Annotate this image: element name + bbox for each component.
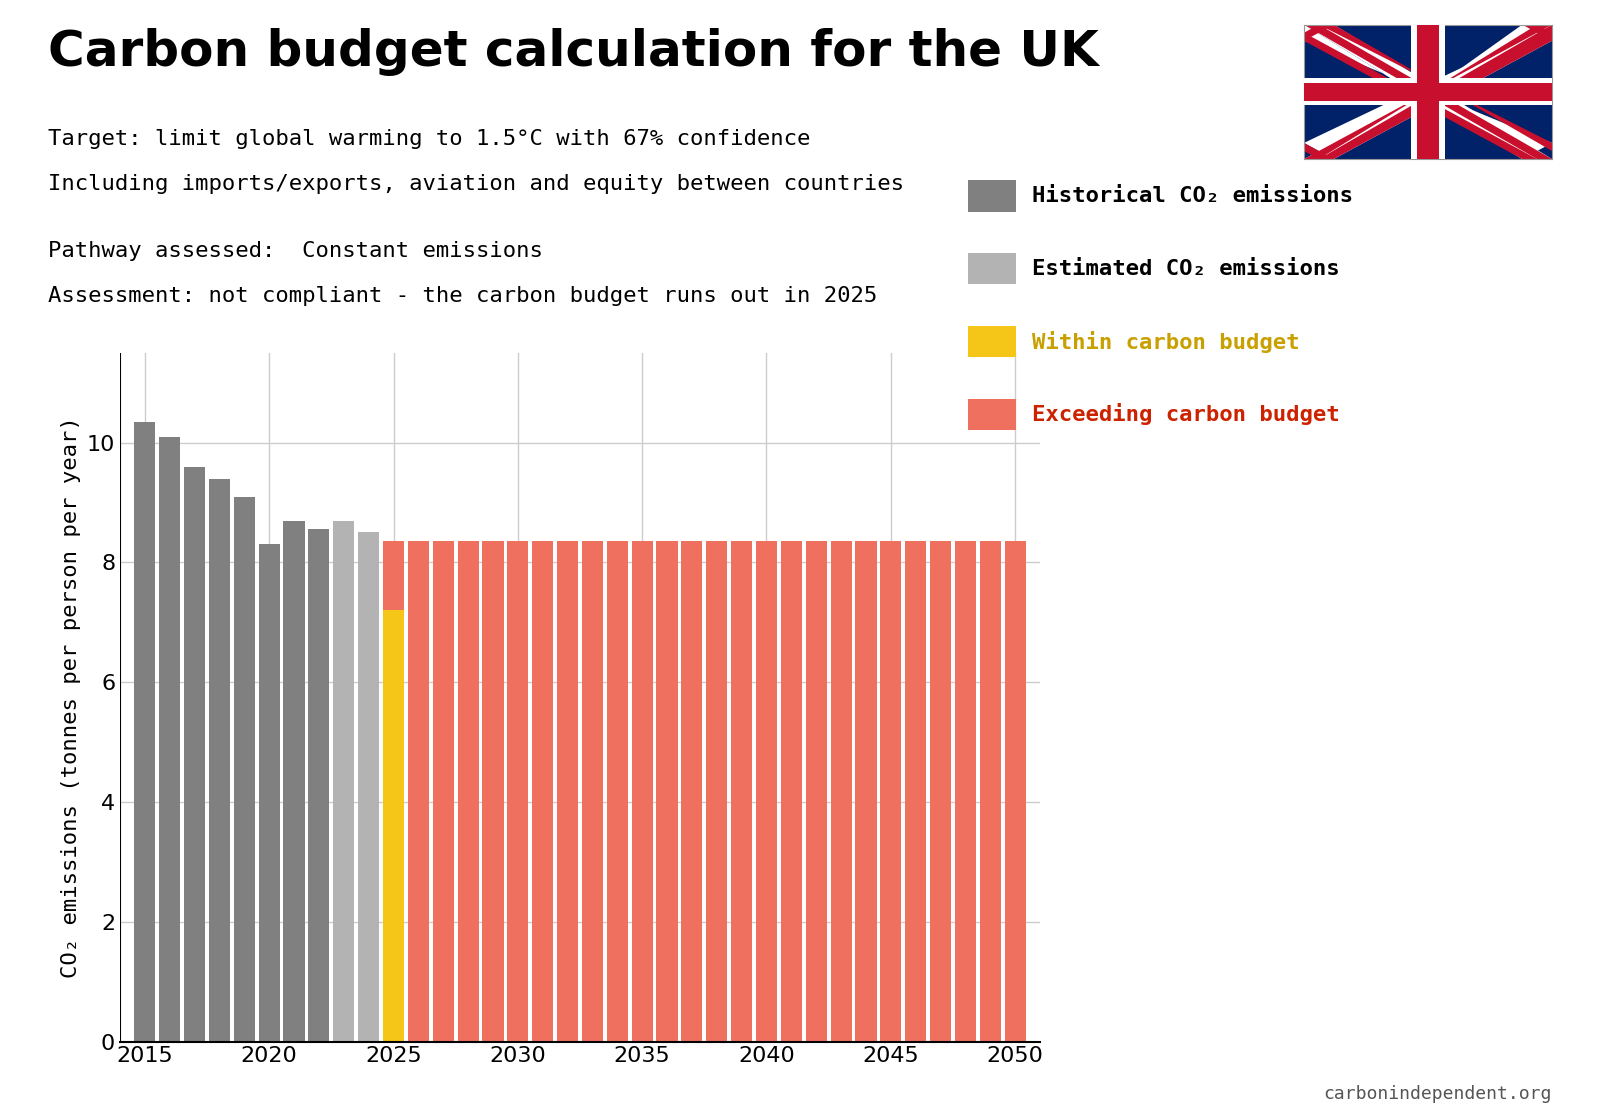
- Bar: [234, 496, 254, 1042]
- Bar: [606, 541, 627, 1042]
- Bar: [806, 541, 827, 1042]
- Text: Historical CO₂ emissions: Historical CO₂ emissions: [1032, 186, 1354, 206]
- Bar: [880, 541, 901, 1042]
- Bar: [333, 521, 354, 1042]
- Bar: [259, 544, 280, 1042]
- Bar: [755, 541, 778, 1042]
- Bar: [134, 421, 155, 1042]
- Bar: [382, 610, 405, 1042]
- Text: Carbon budget calculation for the UK: Carbon budget calculation for the UK: [48, 28, 1099, 76]
- Text: Target: limit global warming to 1.5°C with 67% confidence: Target: limit global warming to 1.5°C wi…: [48, 129, 810, 149]
- Polygon shape: [1304, 25, 1334, 40]
- Polygon shape: [1411, 25, 1445, 159]
- Bar: [731, 541, 752, 1042]
- Bar: [706, 541, 728, 1042]
- Bar: [682, 541, 702, 1042]
- Bar: [830, 541, 851, 1042]
- Bar: [656, 541, 677, 1042]
- Bar: [184, 467, 205, 1042]
- Bar: [309, 530, 330, 1042]
- Polygon shape: [1304, 78, 1552, 105]
- Polygon shape: [1304, 25, 1552, 159]
- Text: carbonindependent.org: carbonindependent.org: [1323, 1085, 1552, 1103]
- Bar: [557, 541, 578, 1042]
- Bar: [382, 541, 405, 610]
- Text: Within carbon budget: Within carbon budget: [1032, 330, 1299, 353]
- Bar: [283, 521, 304, 1042]
- Bar: [507, 541, 528, 1042]
- Text: Pathway assessed:  Constant emissions: Pathway assessed: Constant emissions: [48, 241, 542, 261]
- Bar: [158, 437, 181, 1042]
- Bar: [906, 541, 926, 1042]
- Polygon shape: [1304, 25, 1552, 159]
- Text: Assessment: not compliant - the carbon budget runs out in 2025: Assessment: not compliant - the carbon b…: [48, 286, 877, 306]
- Polygon shape: [1522, 25, 1552, 40]
- Bar: [483, 541, 504, 1042]
- Bar: [210, 478, 230, 1042]
- Bar: [458, 541, 478, 1042]
- Bar: [1005, 541, 1026, 1042]
- Polygon shape: [1304, 25, 1552, 159]
- Y-axis label: CO₂ emissions (tonnes per person per year): CO₂ emissions (tonnes per person per yea…: [61, 417, 82, 978]
- Text: Exceeding carbon budget: Exceeding carbon budget: [1032, 403, 1339, 426]
- Polygon shape: [1304, 25, 1552, 159]
- Polygon shape: [1304, 83, 1552, 101]
- Bar: [955, 541, 976, 1042]
- Bar: [632, 541, 653, 1042]
- Bar: [930, 541, 950, 1042]
- Polygon shape: [1418, 25, 1438, 159]
- Polygon shape: [1304, 32, 1538, 159]
- Bar: [432, 541, 454, 1042]
- Bar: [358, 532, 379, 1042]
- Text: Estimated CO₂ emissions: Estimated CO₂ emissions: [1032, 259, 1339, 279]
- Bar: [582, 541, 603, 1042]
- Bar: [979, 541, 1002, 1042]
- Bar: [781, 541, 802, 1042]
- Bar: [533, 541, 554, 1042]
- Polygon shape: [1318, 25, 1552, 159]
- Bar: [856, 541, 877, 1042]
- Bar: [408, 541, 429, 1042]
- Polygon shape: [1318, 25, 1552, 151]
- Polygon shape: [1304, 143, 1334, 159]
- Polygon shape: [1304, 25, 1552, 159]
- Text: Including imports/exports, aviation and equity between countries: Including imports/exports, aviation and …: [48, 174, 904, 194]
- Polygon shape: [1304, 25, 1552, 159]
